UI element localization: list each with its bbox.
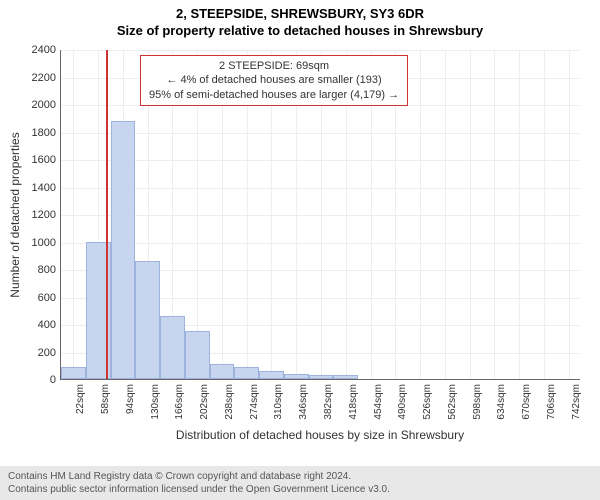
x-tick-label: 382sqm xyxy=(323,384,334,420)
gridline-v xyxy=(494,50,495,379)
gridline-v xyxy=(544,50,545,379)
gridline-v xyxy=(519,50,520,379)
x-tick-label: 130sqm xyxy=(150,384,161,420)
address-title: 2, STEEPSIDE, SHREWSBURY, SY3 6DR xyxy=(0,0,600,21)
footer-line2: Contains public sector information licen… xyxy=(8,483,592,496)
y-tick-label: 1400 xyxy=(16,182,56,194)
y-tick-label: 1200 xyxy=(16,209,56,221)
y-tick-label: 0 xyxy=(16,374,56,386)
gridline-v xyxy=(420,50,421,379)
histogram-bar xyxy=(333,375,358,379)
x-tick-label: 346sqm xyxy=(298,384,309,420)
x-tick-label: 454sqm xyxy=(373,384,384,420)
gridline-v xyxy=(73,50,74,379)
histogram-bar xyxy=(61,367,86,379)
x-tick-label: 562sqm xyxy=(447,384,458,420)
y-tick-label: 2200 xyxy=(16,72,56,84)
gridline-v xyxy=(470,50,471,379)
x-tick-label: 706sqm xyxy=(546,384,557,420)
y-tick-label: 1600 xyxy=(16,154,56,166)
x-tick-label: 310sqm xyxy=(273,384,284,420)
x-tick-label: 634sqm xyxy=(496,384,507,420)
x-tick-label: 238sqm xyxy=(224,384,235,420)
histogram-bar xyxy=(284,374,309,380)
histogram-bar xyxy=(111,121,136,380)
x-tick-label: 418sqm xyxy=(348,384,359,420)
y-tick-label: 600 xyxy=(16,292,56,304)
annotation-box: 2 STEEPSIDE: 69sqm ← 4% of detached hous… xyxy=(140,55,408,106)
x-tick-label: 202sqm xyxy=(199,384,210,420)
x-tick-label: 598sqm xyxy=(472,384,483,420)
x-tick-label: 742sqm xyxy=(571,384,582,420)
x-axis-label: Distribution of detached houses by size … xyxy=(60,428,580,442)
x-tick-label: 22sqm xyxy=(75,384,86,414)
histogram-bar xyxy=(259,371,284,379)
histogram-bar xyxy=(160,316,185,379)
annotation-line2: ← 4% of detached houses are smaller (193… xyxy=(149,73,399,87)
x-tick-label: 490sqm xyxy=(397,384,408,420)
marker-line xyxy=(106,50,108,379)
histogram-bar xyxy=(234,367,259,379)
x-tick-label: 58sqm xyxy=(100,384,111,414)
x-tick-label: 166sqm xyxy=(174,384,185,420)
x-tick-label: 526sqm xyxy=(422,384,433,420)
y-tick-label: 800 xyxy=(16,264,56,276)
footer: Contains HM Land Registry data © Crown c… xyxy=(0,466,600,500)
histogram-bar xyxy=(185,331,210,379)
x-tick-label: 670sqm xyxy=(521,384,532,420)
annotation-line1: 2 STEEPSIDE: 69sqm xyxy=(149,59,399,73)
footer-line1: Contains HM Land Registry data © Crown c… xyxy=(8,470,592,483)
histogram-bar xyxy=(135,261,160,379)
subtitle: Size of property relative to detached ho… xyxy=(0,21,600,42)
gridline-v xyxy=(569,50,570,379)
y-tick-label: 400 xyxy=(16,319,56,331)
histogram-bar xyxy=(309,375,334,379)
y-tick-label: 2400 xyxy=(16,44,56,56)
y-tick-label: 1000 xyxy=(16,237,56,249)
histogram-bar xyxy=(210,364,235,379)
y-tick-label: 1800 xyxy=(16,127,56,139)
annotation-line3: 95% of semi-detached houses are larger (… xyxy=(149,88,399,102)
y-tick-label: 200 xyxy=(16,347,56,359)
y-tick-label: 2000 xyxy=(16,99,56,111)
x-tick-label: 274sqm xyxy=(249,384,260,420)
gridline-v xyxy=(445,50,446,379)
x-tick-label: 94sqm xyxy=(125,384,136,414)
